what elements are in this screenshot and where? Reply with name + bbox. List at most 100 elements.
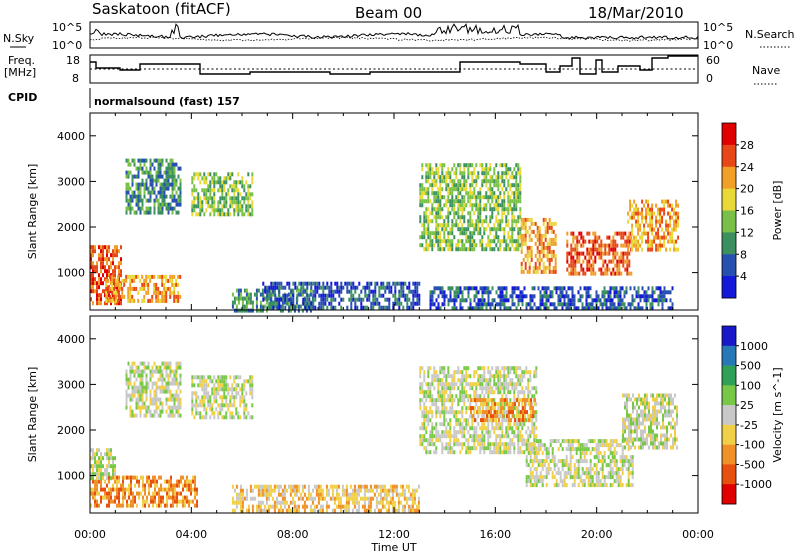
cpid-label: CPID: [8, 91, 37, 104]
power-colorbar-swatch: [722, 123, 736, 146]
power-colorbar-tick: 20: [740, 183, 754, 196]
velocity-colorbar-tick: -100: [740, 439, 765, 452]
cpid-value: normalsound (fast) 157: [94, 95, 240, 108]
power-ytick-label: 2000: [57, 221, 85, 234]
power-colorbar-swatch: [722, 188, 736, 211]
beam-title: Beam 00: [355, 4, 422, 22]
velocity-colorbar-tick: 1000: [740, 340, 768, 353]
freq-left-tick-top: 18: [66, 54, 80, 67]
noise-left-tick-top: 10^5: [52, 21, 82, 34]
freq-right-tick-top: 60: [706, 54, 720, 67]
freq-label-line1: Freq.: [8, 54, 35, 67]
velocity-colorbar-tick: -1000: [740, 478, 772, 491]
velocity-colorbar-swatch: [722, 385, 736, 406]
power-ytick-label: 4000: [57, 130, 85, 143]
velocity-colorbar-label: Velocity [m s^-1]: [771, 367, 784, 462]
time-axis: 00:00 04:00 08:00 12:00 16:00 20:00 00:00: [74, 528, 714, 541]
station-title: Saskatoon (fitACF): [92, 0, 231, 18]
velocity-ytick-label: 1000: [57, 470, 85, 483]
velocity-colorbar-swatch: [722, 464, 736, 485]
noise-panel: N.Sky 10^5 10^0 10^5 10^0 N.Search: [3, 21, 795, 52]
noise-search-line: [89, 36, 699, 42]
power-colorbar-swatch: [722, 276, 736, 299]
velocity-ytick-label: 4000: [57, 333, 85, 346]
velocity-region-7: [525, 439, 634, 488]
frequency-line: [90, 55, 698, 75]
velocity-region-4: [231, 484, 420, 513]
time-tick-label: 00:00: [74, 528, 106, 541]
time-tick-label: 12:00: [378, 528, 410, 541]
velocity-region-8: [622, 393, 678, 450]
power-region-1: [105, 274, 182, 303]
noise-sky-line: [89, 23, 699, 40]
power-cells: [90, 158, 680, 313]
velocity-colorbar-swatch: [722, 444, 736, 465]
time-tick-label: 08:00: [277, 528, 309, 541]
time-axis-label: Time UT: [370, 541, 416, 554]
time-tick-label: 04:00: [175, 528, 207, 541]
power-region-2: [125, 158, 182, 215]
power-colorbar-swatch: [722, 232, 736, 255]
power-ytick-label: 3000: [57, 175, 85, 188]
velocity-colorbar-tick: 500: [740, 360, 761, 373]
power-frame: [89, 112, 699, 311]
velocity-ytick-label: 3000: [57, 378, 85, 391]
power-region-9: [627, 199, 680, 252]
frequency-panel: Freq. [MHz] 18 8 60 0 Nave: [4, 54, 780, 85]
power-colorbar-swatch: [722, 166, 736, 189]
velocity-colorbar-tick: 100: [740, 379, 761, 392]
velocity-region-1: [90, 448, 116, 481]
freq-right-tick-bottom: 0: [706, 72, 713, 85]
velocity-region-0: [90, 475, 198, 508]
power-region-8: [566, 231, 633, 276]
power-colorbar-tick: 28: [740, 139, 754, 152]
noise-right-tick-bottom: 10^0: [703, 39, 733, 52]
power-region-3: [191, 172, 254, 217]
velocity-ylabel: Slant Range [km]: [26, 367, 39, 463]
power-colorbar-swatch: [722, 254, 736, 277]
velocity-colorbar-swatch: [722, 405, 736, 426]
power-colorbar-tick: 4: [740, 270, 747, 283]
power-colorbar-label: Power [dB]: [771, 181, 784, 241]
date-title: 18/Mar/2010: [588, 4, 684, 22]
power-region-6: [419, 163, 522, 252]
velocity-colorbar: 1000 500 100 25 -25 -100 -500 -1000: [721, 325, 772, 505]
power-region-7: [520, 217, 557, 274]
velocity-cells: [90, 361, 678, 513]
velocity-colorbar-swatch: [722, 484, 736, 505]
time-tick-label: 20:00: [581, 528, 613, 541]
velocity-colorbar-swatch: [722, 326, 736, 347]
time-tick-label: 00:00: [682, 528, 714, 541]
power-colorbar-swatch: [722, 210, 736, 233]
power-colorbar-tick: 8: [740, 248, 747, 261]
noise-right-tick-top: 10^5: [703, 21, 733, 34]
velocity-colorbar-tick: -500: [740, 458, 765, 471]
power-colorbar-tick: 12: [740, 226, 754, 239]
noise-left-tick-bottom: 10^0: [52, 39, 82, 52]
velocity-ytick-label: 2000: [57, 424, 85, 437]
velocity-colorbar-swatch: [722, 365, 736, 386]
noise-sky-label: N.Sky: [3, 32, 35, 45]
velocity-region-6: [470, 398, 536, 423]
power-ytick-label: 1000: [57, 267, 85, 280]
velocity-region-2: [125, 361, 182, 418]
power-region-10: [429, 286, 674, 311]
velocity-colorbar-tick: -25: [740, 419, 758, 432]
velocity-region-3: [191, 375, 254, 420]
velocity-colorbar-tick: 25: [740, 399, 754, 412]
freq-left-tick-bottom: 8: [72, 72, 79, 85]
nave-label: Nave: [752, 64, 780, 77]
power-colorbar-tick: 24: [740, 161, 754, 174]
power-colorbar-swatch: [722, 144, 736, 168]
time-tick-label: 16:00: [479, 528, 511, 541]
power-colorbar: 4 8 12 16 20 24 28: [721, 122, 754, 299]
power-region-5: [262, 281, 421, 310]
freq-label-line2: [MHz]: [4, 66, 36, 79]
power-panel: 1000 2000 3000 4000 Slant Range [km] 4 8 12 16 20…: [26, 112, 784, 313]
velocity-colorbar-swatch: [722, 424, 736, 445]
noise-search-label: N.Search: [745, 28, 795, 41]
power-colorbar-tick: 16: [740, 205, 754, 218]
velocity-colorbar-swatch: [722, 345, 736, 366]
